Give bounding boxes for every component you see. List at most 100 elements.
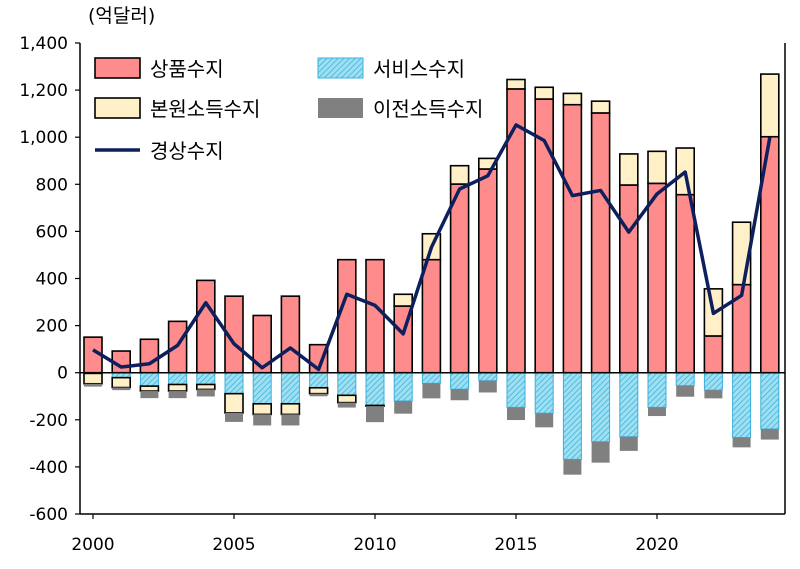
bar-3-2008 [309, 393, 328, 397]
bar-2-2016 [534, 86, 555, 100]
y-tick-label: -400 [29, 458, 68, 478]
bar-0-2009 [336, 258, 357, 374]
bar-3-2010 [366, 406, 384, 423]
bar-3-2005 [225, 412, 243, 422]
bar-3-2022 [704, 390, 723, 399]
bar-2-2013 [449, 164, 470, 185]
bar-2-2015 [506, 78, 526, 90]
bar-2-2020 [647, 150, 667, 185]
bar-3-2014 [478, 380, 497, 393]
legend-label-0: 상품수지 [150, 57, 224, 81]
bar-0-2004 [196, 279, 216, 374]
bar-1-2007 [280, 372, 300, 405]
y-tick-label: -600 [29, 505, 68, 525]
bar-3-2024 [760, 428, 779, 440]
bar-3-2019 [619, 436, 638, 451]
x-tick-label: 2020 [635, 535, 678, 555]
bar-1-2005 [224, 372, 244, 395]
bar-1-2013 [450, 372, 470, 390]
bar-3-2006 [253, 414, 272, 426]
bar-3-2002 [140, 391, 159, 399]
bar-1-2014 [478, 372, 498, 382]
legend-label-2: 본원소득수지 [150, 97, 260, 121]
bar-0-2015 [506, 88, 526, 374]
bar-2-2002 [139, 385, 160, 392]
bar-1-2024 [760, 372, 780, 430]
bar-3-2004 [196, 389, 215, 397]
bar-2-2000 [83, 372, 103, 385]
bar-3-2012 [422, 383, 441, 399]
bar-2-2003 [167, 383, 188, 392]
bar-1-2012 [421, 372, 441, 384]
bar-2-2017 [562, 92, 583, 106]
bar-0-2013 [449, 183, 470, 374]
bar-1-2008 [309, 372, 329, 389]
bar-1-2021 [675, 372, 695, 387]
bar-1-2003 [168, 372, 188, 385]
bar-3-2018 [591, 441, 610, 463]
legend-swatch-1 [317, 57, 364, 79]
bar-1-2006 [252, 372, 272, 405]
bar-2-2014 [477, 157, 498, 170]
bar-2-2006 [252, 402, 272, 416]
bar-0-2012 [421, 258, 442, 374]
bar-0-2019 [618, 184, 639, 374]
bar-0-2017 [562, 103, 583, 374]
bar-1-2011 [393, 372, 413, 402]
y-tick-label: 800 [36, 175, 68, 195]
bar-3-2017 [563, 459, 582, 475]
y-tick-label: -200 [29, 411, 68, 431]
bar-1-2002 [139, 372, 159, 387]
bar-3-2023 [732, 437, 751, 448]
y-tick-label: 200 [36, 317, 68, 337]
bar-0-2020 [647, 182, 667, 374]
bar-3-2020 [648, 407, 666, 417]
bar-0-2021 [675, 193, 696, 374]
y-tick-label: 1,400 [19, 34, 68, 54]
bar-1-2019 [619, 372, 639, 438]
x-tick-label: 2015 [494, 535, 537, 555]
legend-swatch-3 [318, 98, 363, 118]
x-tick-label: 2000 [71, 535, 114, 555]
y-tick-label: 400 [36, 270, 68, 290]
y-tick-label: 600 [36, 222, 68, 242]
bar-0-2007 [280, 295, 301, 374]
bar-3-2021 [676, 385, 695, 397]
x-tick-label: 2005 [212, 535, 255, 555]
bar-0-2018 [590, 112, 611, 374]
bar-2-2018 [590, 100, 611, 114]
bar-2-2011 [393, 293, 414, 307]
bar-3-2016 [535, 413, 554, 428]
bar-3-2007 [281, 414, 300, 426]
bar-0-2014 [477, 168, 498, 374]
legend-swatch-2 [94, 97, 141, 119]
bar-1-2004 [196, 372, 216, 385]
bar-2-2005 [224, 392, 244, 414]
bar-1-2009 [337, 372, 357, 396]
bar-0-2022 [703, 335, 724, 374]
line-current-account [92, 123, 772, 372]
bar-2-2007 [280, 402, 301, 416]
bar-3-2009 [337, 402, 356, 408]
bar-0-2002 [139, 338, 160, 374]
x-tick-label: 2010 [353, 535, 396, 555]
bar-2-2010 [365, 404, 385, 407]
bar-1-2023 [732, 372, 752, 438]
bar-1-2018 [591, 372, 611, 443]
bar-2-2004 [196, 383, 216, 391]
legend-label-1: 서비스수지 [373, 57, 465, 81]
bar-2-2019 [618, 153, 639, 186]
bar-2-2001 [111, 376, 131, 389]
bar-1-2020 [647, 372, 667, 408]
bar-3-2011 [394, 400, 413, 414]
bar-3-2015 [507, 407, 525, 421]
bar-1-2015 [506, 372, 526, 408]
legend-label-4: 경상수지 [150, 139, 224, 163]
bar-3-2000 [84, 383, 102, 387]
bar-1-2022 [703, 372, 723, 391]
bar-3-2003 [168, 391, 187, 399]
y-tick-label: 1,200 [19, 81, 68, 101]
bar-3-2001 [112, 387, 131, 391]
